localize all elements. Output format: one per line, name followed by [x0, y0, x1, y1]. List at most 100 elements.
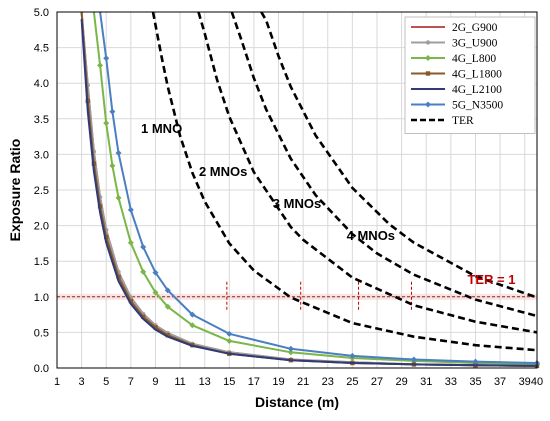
y-tick-label: 2.5: [34, 185, 49, 197]
marker-square: [165, 333, 170, 338]
series-line: [80, 19, 538, 367]
annotation-label: 2 MNOs: [199, 164, 247, 179]
series-line: [260, 11, 538, 299]
marker-diamond: [140, 268, 147, 275]
legend-label: 3G_U900: [452, 38, 498, 50]
x-tick-label: 33: [445, 376, 457, 388]
marker-square: [128, 298, 134, 304]
marker-square: [425, 71, 431, 76]
marker-diamond: [164, 303, 171, 310]
plot-frame: [56, 11, 538, 369]
annotations: 1 MNO 2 MNOs 3 MNOs 4 MNOs TER = 1: [141, 121, 515, 287]
y-tick-label: 1.0: [34, 292, 49, 304]
marker-diamond: [425, 101, 431, 108]
marker-circle: [425, 40, 431, 45]
x-tick-label: 13: [199, 376, 211, 388]
legend-label: 4G_L2100: [452, 84, 502, 96]
marker-diamond: [410, 356, 417, 363]
y-tick-label: 4.0: [34, 78, 49, 90]
reference-line-group: [57, 281, 537, 312]
marker-square: [104, 234, 109, 240]
x-axis-title: Distance (m): [255, 394, 339, 410]
marker-diamond: [287, 345, 294, 352]
x-tick-label: 31: [420, 376, 432, 388]
x-tick-label: 5: [103, 376, 109, 388]
axes: [56, 11, 538, 369]
marker-diamond: [152, 269, 159, 276]
annotation-label: TER = 1: [467, 272, 515, 287]
series-line: [197, 11, 538, 334]
marker-diamond: [152, 289, 159, 296]
marker-diamond: [349, 352, 356, 359]
legend-label: 2G_G900: [452, 22, 498, 34]
marker-diamond: [103, 55, 110, 62]
marker-square: [116, 274, 121, 280]
marker-diamond: [103, 120, 110, 127]
marker-diamond: [425, 55, 431, 61]
marker-square: [153, 325, 158, 330]
series-group: [80, 11, 540, 369]
marker-diamond: [472, 358, 479, 365]
marker-diamond: [189, 311, 196, 318]
x-tick-label: 35: [469, 376, 481, 388]
x-tick-label: 39: [519, 376, 531, 388]
marker-diamond: [109, 162, 116, 169]
series-5g-n3500: [99, 11, 540, 367]
marker-diamond: [115, 149, 122, 156]
x-tick-label: 7: [128, 376, 134, 388]
x-tick-label: 21: [297, 376, 309, 388]
marker-diamond: [226, 330, 233, 337]
x-tick-label: 3: [79, 376, 85, 388]
x-tick-label: 1: [54, 376, 60, 388]
series-ter-2-mnos: [197, 11, 538, 334]
marker-diamond: [189, 322, 196, 329]
marker-diamond: [140, 243, 147, 250]
marker-diamond: [226, 337, 233, 344]
legend-label: 4G_L800: [452, 53, 496, 65]
marker-diamond: [127, 206, 134, 213]
y-tick-label: 5.0: [34, 7, 49, 19]
y-tick-label: 2.0: [34, 221, 49, 233]
x-tick-label: 15: [223, 376, 235, 388]
marker-diamond: [287, 349, 294, 356]
annotation-label: 1 MNO: [141, 121, 182, 136]
y-axis-title: Exposure Ratio: [7, 139, 23, 242]
legend-label: 5G_N3500: [452, 100, 503, 112]
y-tick-label: 0.0: [34, 363, 49, 375]
marker-diamond: [115, 194, 122, 201]
x-tick-label: 9: [152, 376, 158, 388]
legend-label: TER: [452, 115, 474, 127]
marker-diamond: [164, 287, 171, 294]
x-tick-label: 25: [346, 376, 358, 388]
y-tick-label: 3.5: [34, 114, 49, 126]
marker-diamond: [97, 62, 104, 69]
marker-diamond: [109, 108, 116, 115]
series-4g-l2100: [80, 19, 538, 367]
x-tick-label: 37: [494, 376, 506, 388]
y-tick-label: 0.5: [34, 327, 49, 339]
series-line: [151, 11, 538, 352]
x-tick-label: 29: [395, 376, 407, 388]
x-tick-label: 40: [531, 376, 543, 388]
x-tick-label: 27: [371, 376, 383, 388]
annotation-label: 3 MNOs: [273, 196, 321, 211]
marker-square: [140, 314, 146, 319]
y-tick-label: 1.5: [34, 256, 49, 268]
y-tick-label: 4.5: [34, 43, 49, 55]
x-tick-label: 23: [322, 376, 334, 388]
y-tick-label: 3.0: [34, 149, 49, 161]
marker-diamond: [127, 239, 134, 246]
series-ter: [151, 11, 538, 352]
annotation-label: 4 MNOs: [347, 228, 395, 243]
x-tick-label: 19: [272, 376, 284, 388]
series-line: [230, 11, 538, 318]
x-tick-label: 11: [174, 376, 185, 388]
legend: 2G_G900 3G_U900 4G_L800 4G_L1800 4G_L2100 5G_…: [404, 16, 536, 134]
series-line: [92, 11, 538, 366]
series-ter-3-mnos: [230, 11, 538, 318]
series-ter-4-mnos: [260, 11, 538, 299]
tick-labels: 1 3 5 7 9 11 13 15 17 19 21 23 25 27 29 31 33 35 37 39 400.0…: [34, 7, 543, 388]
x-tick-label: 17: [248, 376, 260, 388]
legend-label: 4G_L1800: [452, 69, 502, 81]
